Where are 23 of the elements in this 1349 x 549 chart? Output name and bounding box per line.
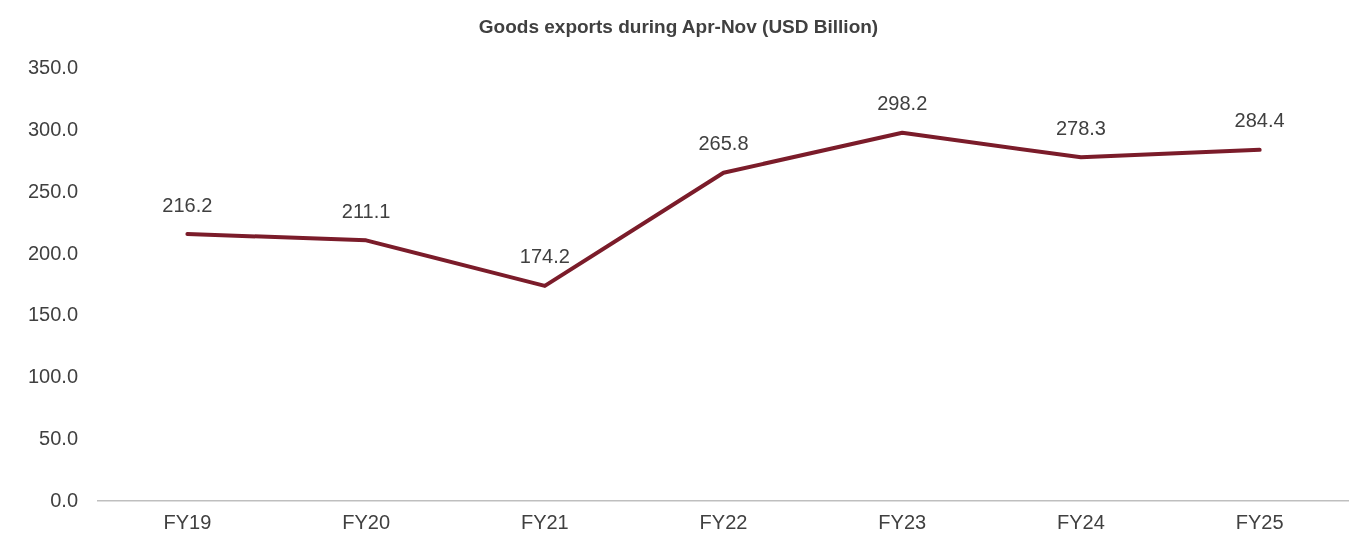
data-label: 265.8 [698, 132, 749, 155]
y-tick-label: 200.0 [27, 241, 79, 264]
data-label: 174.2 [519, 245, 570, 268]
data-label: 284.4 [1234, 109, 1285, 132]
x-tick-label: FY22 [699, 510, 748, 533]
x-tick-label: FY21 [520, 510, 569, 533]
data-label: 216.2 [162, 193, 213, 216]
x-tick-label: FY23 [878, 510, 927, 533]
y-tick-label: 250.0 [27, 179, 79, 202]
y-tick-label: 350.0 [27, 56, 79, 79]
x-tick-label: FY20 [342, 510, 391, 533]
chart-title: Goods exports during Apr-Nov (USD Billion) [478, 15, 879, 37]
y-tick-label: 0.0 [50, 488, 79, 511]
data-label: 298.2 [877, 92, 928, 115]
y-tick-label: 150.0 [27, 303, 79, 326]
x-tick-label: FY25 [1235, 510, 1284, 533]
y-tick-label: 50.0 [39, 426, 79, 449]
x-tick-label: FY24 [1057, 510, 1105, 533]
x-tick-label: FY19 [163, 510, 212, 533]
y-tick-label: 100.0 [27, 365, 79, 388]
data-label: 278.3 [1055, 116, 1106, 139]
data-label: 211.1 [341, 199, 391, 222]
y-tick-label: 300.0 [27, 118, 79, 141]
